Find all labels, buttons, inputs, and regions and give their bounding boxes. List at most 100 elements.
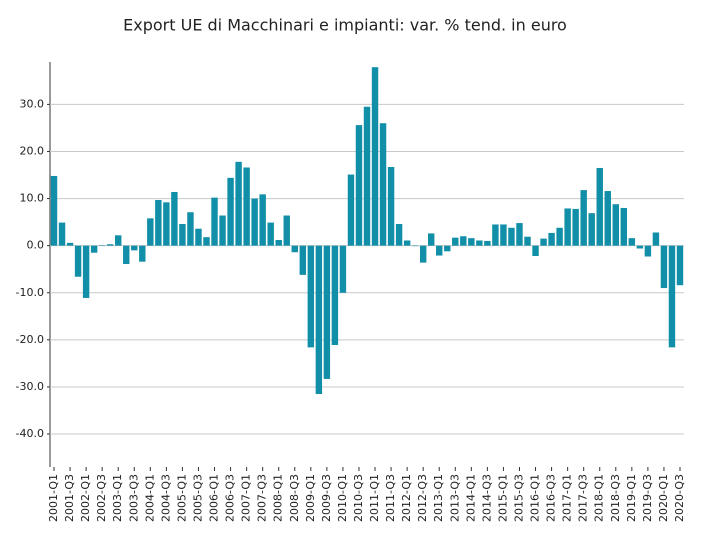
x-tick-label: 2007-Q1: [240, 474, 253, 522]
x-tick-label: 2012-Q3: [416, 474, 429, 522]
x-tick-label: 2005-Q3: [191, 474, 204, 522]
bar: [219, 216, 225, 246]
x-tick-label: 2015-Q3: [512, 474, 525, 522]
bar: [621, 208, 627, 246]
bar: [444, 246, 450, 252]
bar: [645, 246, 651, 257]
bar: [613, 204, 619, 245]
bar: [637, 246, 643, 249]
bar: [259, 194, 265, 245]
bar: [404, 240, 410, 245]
y-tick-label: -20.0: [16, 333, 44, 346]
bar: [516, 223, 522, 246]
x-tick-label: 2001-Q1: [47, 474, 60, 522]
bar: [243, 167, 249, 245]
bar: [420, 246, 426, 263]
x-tick-label: 2017-Q1: [561, 474, 574, 522]
bar: [115, 235, 121, 245]
bar: [484, 241, 490, 246]
x-tick-label: 2011-Q1: [368, 474, 381, 522]
x-tick-label: 2009-Q3: [320, 474, 333, 522]
x-tick-label: 2016-Q3: [545, 474, 558, 522]
bar: [572, 209, 578, 246]
bar: [540, 239, 546, 246]
bar: [396, 224, 402, 246]
bar: [669, 246, 675, 348]
bar: [179, 224, 185, 246]
x-tick-label: 2007-Q3: [256, 474, 269, 522]
x-tick-label: 2003-Q1: [111, 474, 124, 522]
bar: [300, 246, 306, 275]
bar: [653, 232, 659, 245]
bar: [677, 246, 683, 286]
bar: [564, 208, 570, 245]
bar: [267, 223, 273, 246]
chart-title: Export UE di Macchinari e impianti: var.…: [123, 16, 567, 35]
bar: [107, 244, 113, 245]
bar: [508, 228, 514, 246]
bar: [67, 243, 73, 246]
bar: [436, 246, 442, 256]
x-tick-label: 2016-Q1: [529, 474, 542, 522]
x-tick-label: 2017-Q3: [577, 474, 590, 522]
x-tick-label: 2015-Q1: [496, 474, 509, 522]
bar: [356, 125, 362, 246]
bar: [308, 246, 314, 348]
bar: [348, 175, 354, 246]
x-tick-label: 2002-Q3: [95, 474, 108, 522]
bar: [492, 224, 498, 245]
x-tick-label: 2011-Q3: [384, 474, 397, 522]
bar: [364, 107, 370, 246]
bar: [500, 224, 506, 245]
x-tick-label: 2020-Q3: [673, 474, 686, 522]
y-tick-label: 10.0: [20, 192, 45, 205]
bar: [316, 246, 322, 394]
bar: [155, 200, 161, 246]
bar: [605, 191, 611, 246]
x-tick-label: 2001-Q3: [63, 474, 76, 522]
x-tick-label: 2019-Q3: [641, 474, 654, 522]
x-tick-label: 2018-Q3: [609, 474, 622, 522]
bar: [195, 229, 201, 246]
x-tick-label: 2009-Q1: [304, 474, 317, 522]
y-tick-label: -40.0: [16, 427, 44, 440]
bar: [548, 233, 554, 246]
bar: [123, 246, 129, 264]
bar: [468, 238, 474, 246]
x-tick-label: 2020-Q1: [657, 474, 670, 522]
bar: [476, 240, 482, 245]
bar: [91, 246, 97, 253]
bar: [83, 246, 89, 298]
bar: [629, 238, 635, 246]
bar: [131, 246, 137, 251]
bar: [380, 123, 386, 245]
bar: [251, 199, 257, 246]
bar: [235, 162, 241, 246]
bar: [388, 167, 394, 246]
bar: [588, 213, 594, 245]
bar: [324, 246, 330, 379]
bar: [203, 237, 209, 245]
bar: [340, 246, 346, 293]
bar: [163, 202, 169, 245]
bar: [51, 176, 57, 246]
x-tick-label: 2004-Q3: [159, 474, 172, 522]
bar: [75, 246, 81, 277]
y-tick-label: 30.0: [20, 97, 45, 110]
y-tick-label: -10.0: [16, 286, 44, 299]
x-tick-label: 2004-Q1: [143, 474, 156, 522]
bar: [524, 237, 530, 246]
bar: [460, 236, 466, 245]
bar: [428, 233, 434, 245]
x-tick-label: 2013-Q1: [432, 474, 445, 522]
bar: [187, 212, 193, 245]
x-tick-label: 2005-Q1: [175, 474, 188, 522]
bar: [284, 216, 290, 246]
x-tick-label: 2013-Q3: [448, 474, 461, 522]
bar: [452, 238, 458, 246]
x-tick-label: 2012-Q1: [400, 474, 413, 522]
x-tick-label: 2014-Q3: [480, 474, 493, 522]
y-tick-label: 20.0: [20, 144, 45, 157]
bar: [661, 246, 667, 288]
